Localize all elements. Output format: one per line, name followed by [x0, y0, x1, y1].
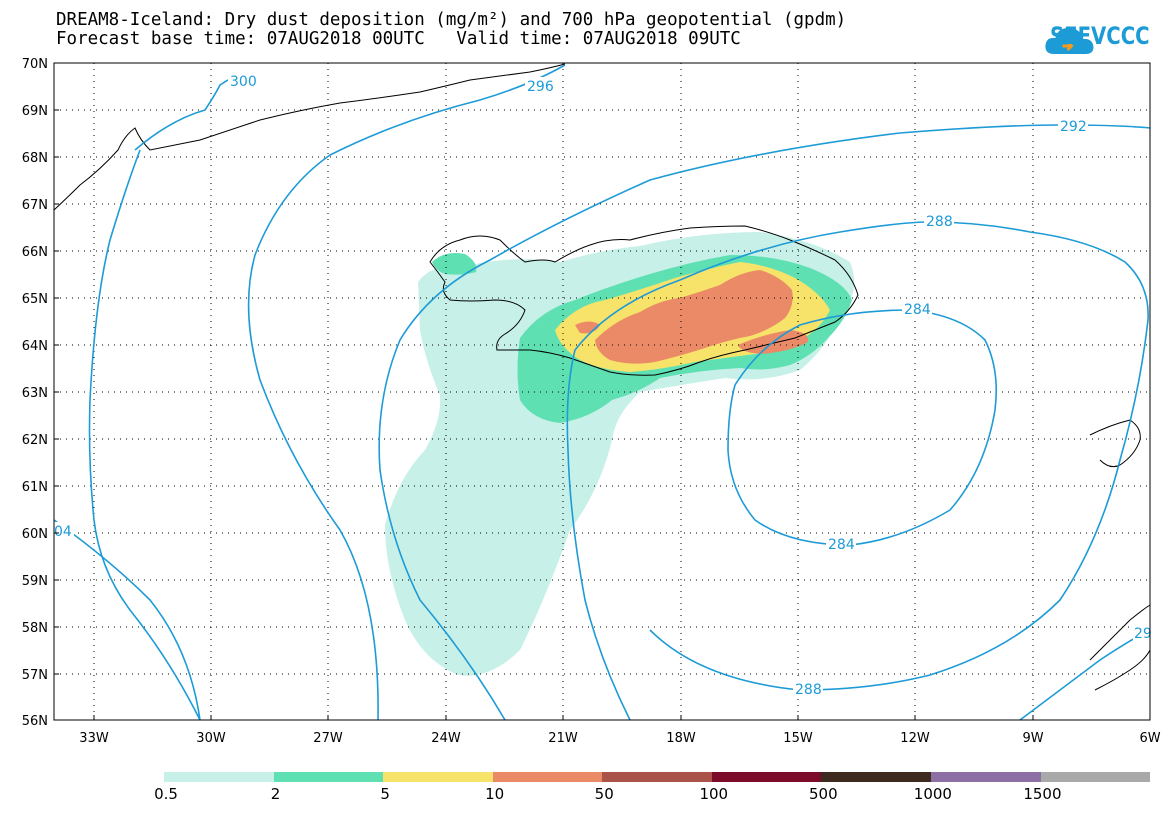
legend-swatch — [930, 772, 1041, 782]
dust-deposition-fill — [385, 232, 855, 676]
contour-label: 288 — [926, 214, 953, 230]
iceland-coast — [429, 225, 859, 376]
lat-label: 67N — [22, 198, 48, 213]
contour-04 — [53, 519, 201, 721]
lon-label: 15W — [783, 731, 813, 746]
contour-292 — [378, 124, 1151, 721]
latitude-labels: 70N 69N 68N 67N 66N 65N 64N 63N 62N 61N … — [22, 57, 48, 729]
legend-label: 5 — [380, 785, 390, 803]
lat-label: 56N — [22, 714, 48, 729]
lat-label: 57N — [22, 668, 48, 683]
legend-swatch — [383, 772, 493, 782]
axis-ticks — [54, 62, 1151, 721]
coastlines — [53, 63, 1151, 691]
contour-300 — [134, 74, 241, 151]
contour-label: 288 — [795, 682, 822, 698]
lat-label: 69N — [22, 104, 48, 119]
lat-label: 62N — [22, 433, 48, 448]
contour-label: 292 — [1060, 119, 1087, 135]
legend-label: 2 — [270, 785, 281, 803]
legend-swatch — [711, 772, 822, 782]
lat-label: 58N — [22, 621, 48, 636]
legend-swatch — [602, 772, 712, 782]
lat-label: 59N — [22, 574, 48, 589]
lon-label: 12W — [900, 731, 930, 746]
lat-label: 65N — [22, 292, 48, 307]
lon-label: 9W — [1022, 731, 1043, 746]
contour-label: 29 — [1134, 626, 1152, 642]
lat-label: 64N — [22, 339, 48, 354]
norway-coast — [1089, 419, 1141, 468]
logo-text: SEEVCCC — [1050, 22, 1150, 50]
lon-label: 27W — [313, 731, 343, 746]
scotland-coast — [1089, 604, 1151, 691]
cloud-logo-icon — [1045, 28, 1094, 54]
contour-label: 284 — [828, 537, 855, 553]
greenland-coast — [53, 63, 566, 211]
dust-level-10 — [595, 270, 793, 364]
lat-label: 70N — [22, 57, 48, 72]
lat-label: 66N — [22, 245, 48, 260]
contour-label: 284 — [904, 302, 931, 318]
chart-subtitle: Forecast base time: 07AUG2018 00UTC Vali… — [56, 29, 741, 49]
lon-label: 33W — [79, 731, 109, 746]
geopotential-contours — [53, 64, 1151, 721]
legend-label: 10 — [485, 785, 505, 803]
contour-29-se — [1019, 629, 1151, 721]
contour-labels: 300 296 292 288 284 284 288 04 29 — [54, 72, 1152, 698]
contour-label: 04 — [54, 524, 72, 540]
contour-284 — [727, 309, 998, 546]
legend-swatch — [492, 772, 603, 782]
legend-swatch — [273, 772, 384, 782]
contour-label: 296 — [527, 79, 554, 95]
contour-296-left — [88, 149, 201, 721]
legend-swatch — [1040, 772, 1151, 782]
legend-label: 100 — [699, 785, 729, 803]
contour-label: 300 — [230, 74, 257, 90]
lat-label: 60N — [22, 527, 48, 542]
legend-label: 50 — [594, 785, 614, 803]
lon-label: 21W — [548, 731, 578, 746]
contour-296-right — [247, 64, 566, 721]
contour-288 — [566, 221, 1149, 721]
lon-label: 18W — [666, 731, 696, 746]
chart-title: DREAM8-Iceland: Dry dust deposition (mg/… — [56, 10, 847, 30]
legend-label: 0.5 — [154, 785, 178, 803]
lon-label: 24W — [431, 731, 461, 746]
color-legend — [164, 772, 1151, 782]
lon-label: 30W — [196, 731, 226, 746]
legend-label: 1000 — [913, 785, 952, 803]
lat-label: 68N — [22, 151, 48, 166]
lat-label: 63N — [22, 386, 48, 401]
lat-label: 61N — [22, 480, 48, 495]
legend-label: 1500 — [1023, 785, 1062, 803]
dust-level-2-west — [432, 253, 477, 275]
longitude-labels: 33W 30W 27W 24W 21W 18W 15W 12W 9W 6W — [79, 731, 1160, 746]
legend-label: 500 — [809, 785, 838, 803]
legend-swatch — [164, 772, 274, 782]
lon-label: 6W — [1139, 731, 1160, 746]
legend-swatch — [821, 772, 931, 782]
